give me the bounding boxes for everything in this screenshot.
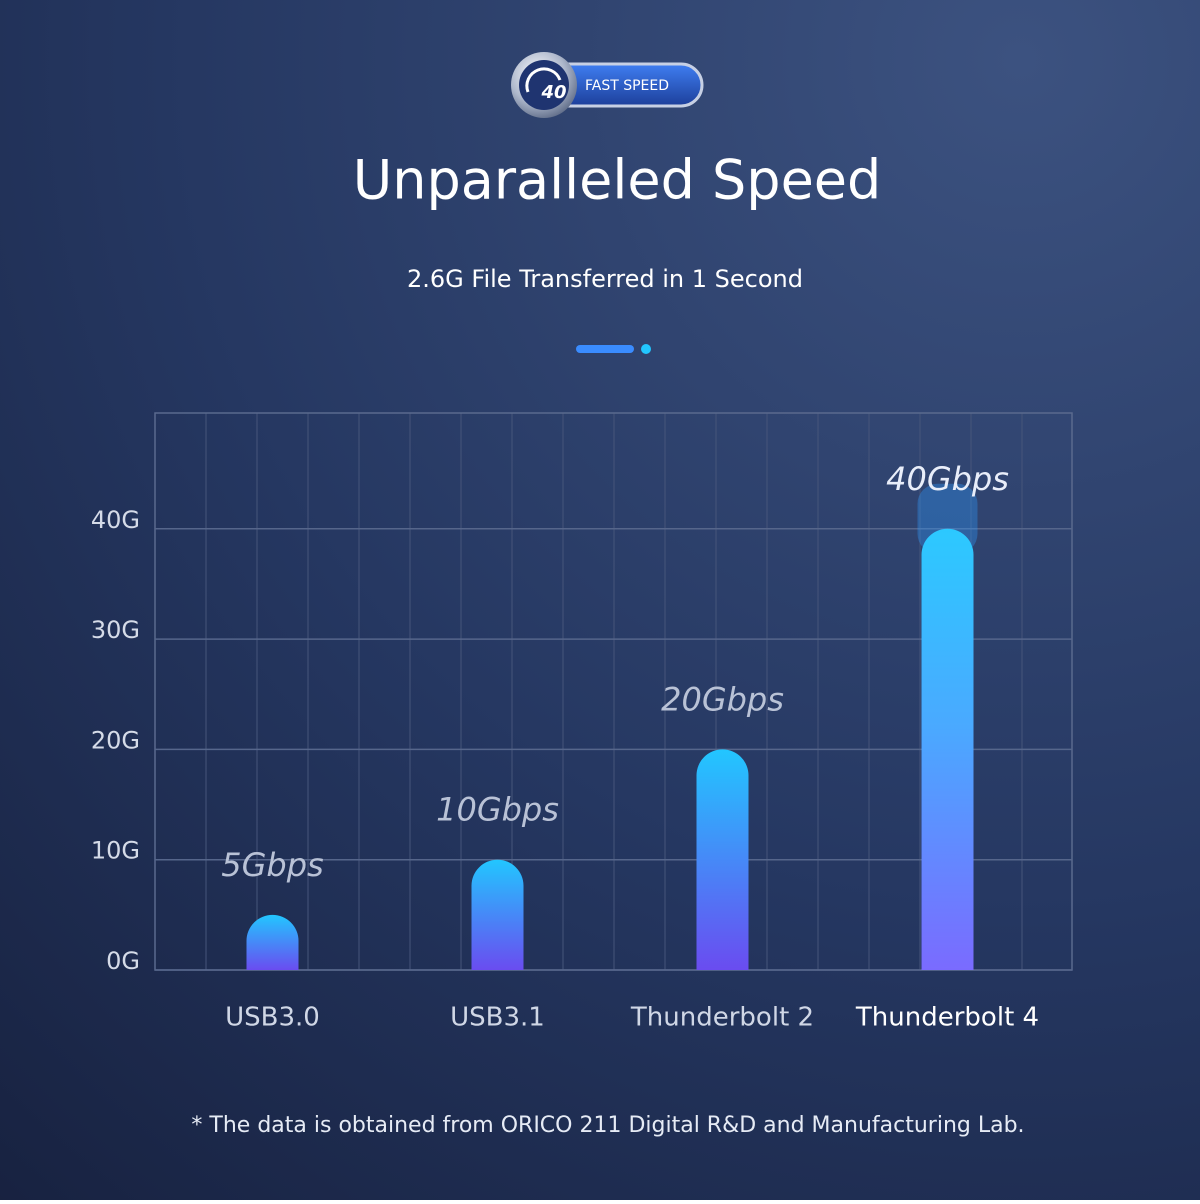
x-tick-label: Thunderbolt 2 (630, 1003, 814, 1033)
badge: 40 FAST SPEED (511, 52, 704, 118)
badge-number: 40 (540, 82, 566, 103)
footnote: * The data is obtained from ORICO 211 Di… (191, 1113, 1024, 1138)
bar (921, 528, 974, 970)
y-tick-label: 0G (106, 947, 140, 975)
badge-text: FAST SPEED (585, 78, 669, 94)
value-label: 40Gbps (886, 460, 1009, 498)
bar (471, 859, 524, 970)
chart-subtitle: 2.6G File Transferred in 1 Second (407, 265, 803, 293)
y-tick-label: 20G (91, 726, 140, 754)
y-tick-label: 30G (91, 616, 140, 644)
value-label: 10Gbps (436, 791, 559, 829)
bar (696, 749, 749, 970)
value-label: 20Gbps (661, 680, 784, 718)
y-tick-label: 40G (91, 506, 140, 534)
chart-title: Unparalleled Speed (353, 149, 882, 212)
y-tick-label: 10G (91, 837, 140, 865)
badge-gauge (525, 67, 562, 93)
value-label: 5Gbps (221, 846, 323, 884)
x-tick-label: USB3.1 (450, 1003, 545, 1033)
divider-dot (641, 344, 651, 354)
x-tick-label: USB3.0 (225, 1003, 320, 1033)
divider-dash (576, 345, 634, 353)
x-tick-label: Thunderbolt 4 (855, 1003, 1039, 1033)
bar (246, 914, 299, 970)
